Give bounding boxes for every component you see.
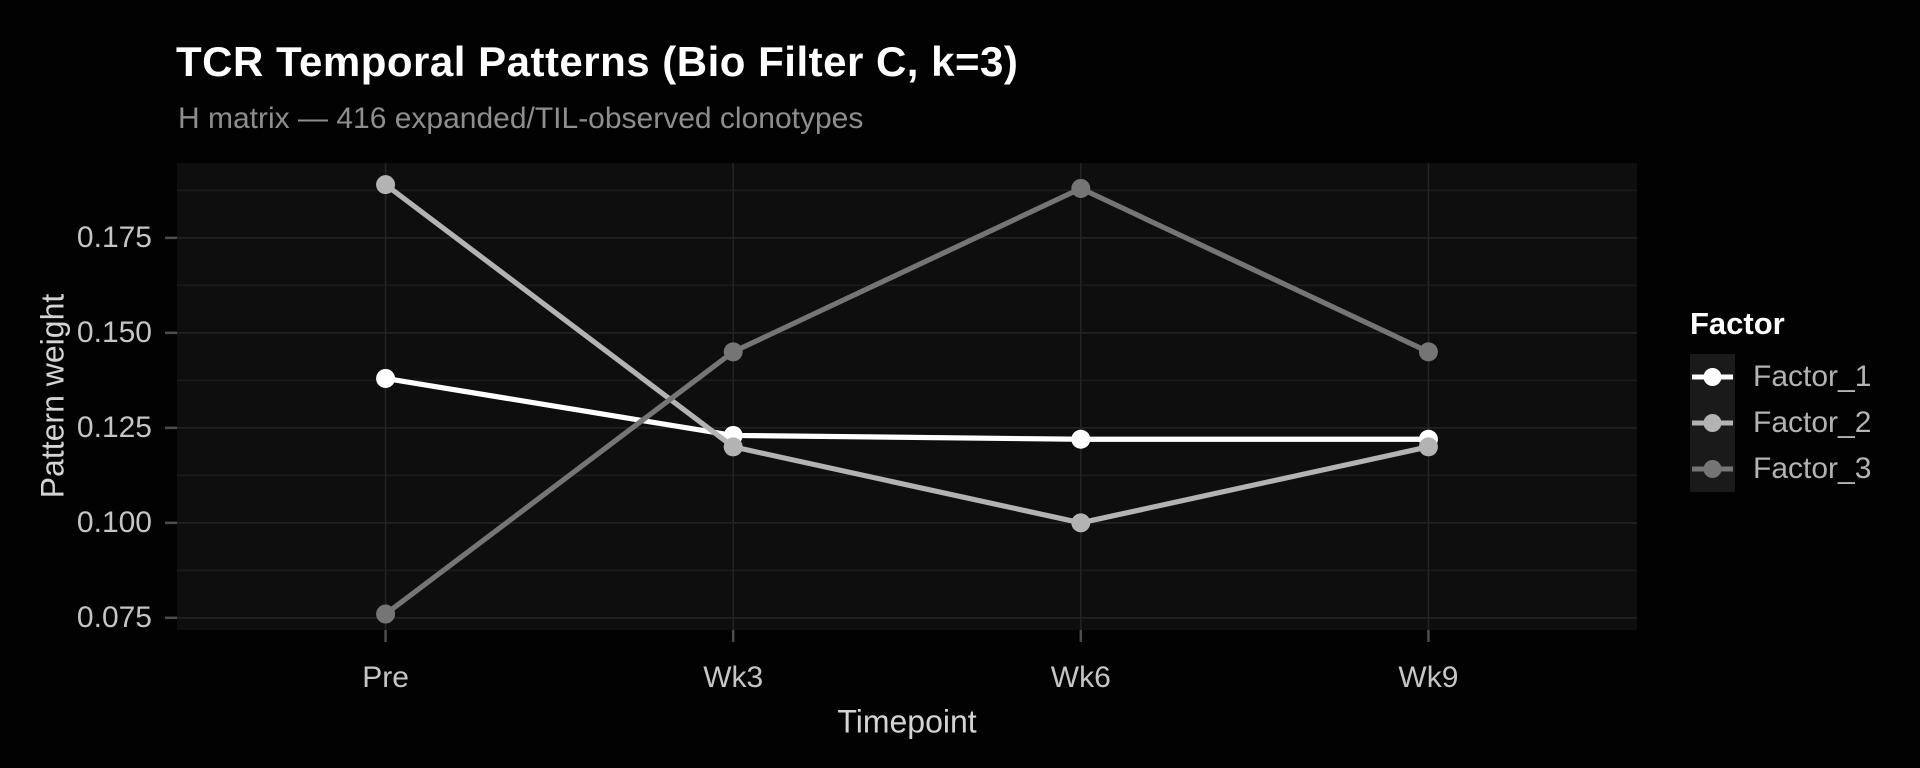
panel-background [177, 163, 1637, 630]
legend: Factor Factor_1 Factor_2 Factor_3 [1690, 306, 1871, 492]
data-point-factor_2 [723, 437, 743, 457]
data-point-factor_2 [1418, 437, 1438, 457]
data-point-factor_3 [1071, 178, 1091, 198]
legend-item-factor_1: Factor_1 [1690, 354, 1871, 400]
data-point-factor_1 [1071, 429, 1091, 449]
series-line-factor_3 [384, 185, 1430, 617]
legend-title: Factor [1690, 306, 1785, 341]
data-point-factor_3 [723, 342, 743, 362]
data-point-factor_2 [376, 175, 396, 195]
x-tick-label: Wk9 [1398, 661, 1459, 694]
chart-title: TCR Temporal Patterns (Bio Filter C, k=3… [176, 38, 1019, 85]
legend-item-label: Factor_2 [1753, 406, 1872, 439]
y-axis-title-text: Pattern weight [34, 293, 71, 499]
y-tick-label: 0.075 [76, 600, 152, 634]
y-tick-label: 0.175 [76, 220, 152, 254]
legend-key-icon [1690, 400, 1735, 446]
x-tick-label: Wk3 [703, 661, 764, 694]
x-tick-label: Wk6 [1050, 661, 1111, 694]
data-point-factor_2 [1071, 513, 1091, 533]
x-axis-title-text: Timepoint [837, 703, 977, 740]
legend-items: Factor_1 Factor_2 Factor_3 [1690, 354, 1871, 492]
data-point-factor_3 [1418, 342, 1438, 362]
legend-item-label: Factor_3 [1753, 452, 1872, 485]
legend-item-label: Factor_1 [1753, 360, 1872, 393]
legend-key-icon [1690, 354, 1735, 400]
legend-key-icon [1690, 446, 1735, 492]
y-tick-label: 0.125 [76, 410, 152, 444]
y-tick-label: 0.150 [76, 315, 152, 349]
y-tick-label: 0.100 [76, 505, 152, 539]
legend-item-factor_2: Factor_2 [1690, 400, 1871, 446]
data-point-factor_1 [376, 368, 396, 388]
series-line-factor_2 [384, 182, 1429, 526]
x-tick-label: Pre [362, 661, 409, 694]
legend-item-factor_3: Factor_3 [1690, 446, 1871, 492]
series-line-factor_1 [385, 375, 1429, 442]
data-point-factor_3 [376, 604, 396, 624]
chart-subtitle: H matrix — 416 expanded/TIL-observed clo… [178, 102, 864, 135]
